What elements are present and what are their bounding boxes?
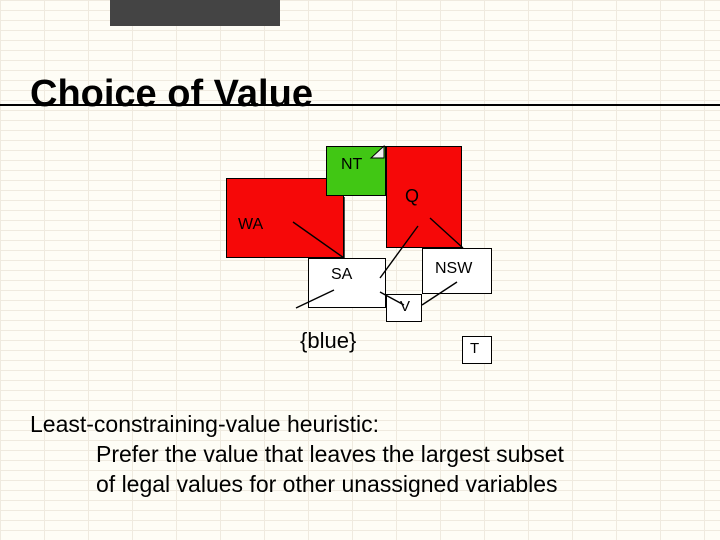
label-t: T — [470, 340, 479, 357]
heuristic-line-3: of legal values for other unassigned var… — [30, 470, 564, 500]
label-v: V — [400, 298, 410, 315]
domain-annotation-sa: {blue} — [300, 328, 356, 354]
label-nsw: NSW — [435, 260, 472, 278]
label-sa: SA — [331, 266, 352, 284]
slide: Choice of Value WA NT Q SA NSW V T {blue… — [0, 0, 720, 540]
heuristic-line-1: Least-constraining-value heuristic: — [30, 410, 564, 440]
region-q — [386, 146, 462, 248]
label-wa: WA — [238, 216, 263, 234]
heuristic-text: Least-constraining-value heuristic: Pref… — [30, 410, 564, 500]
heuristic-line-2: Prefer the value that leaves the largest… — [30, 440, 564, 470]
label-q: Q — [405, 186, 419, 207]
label-nt: NT — [341, 156, 362, 174]
